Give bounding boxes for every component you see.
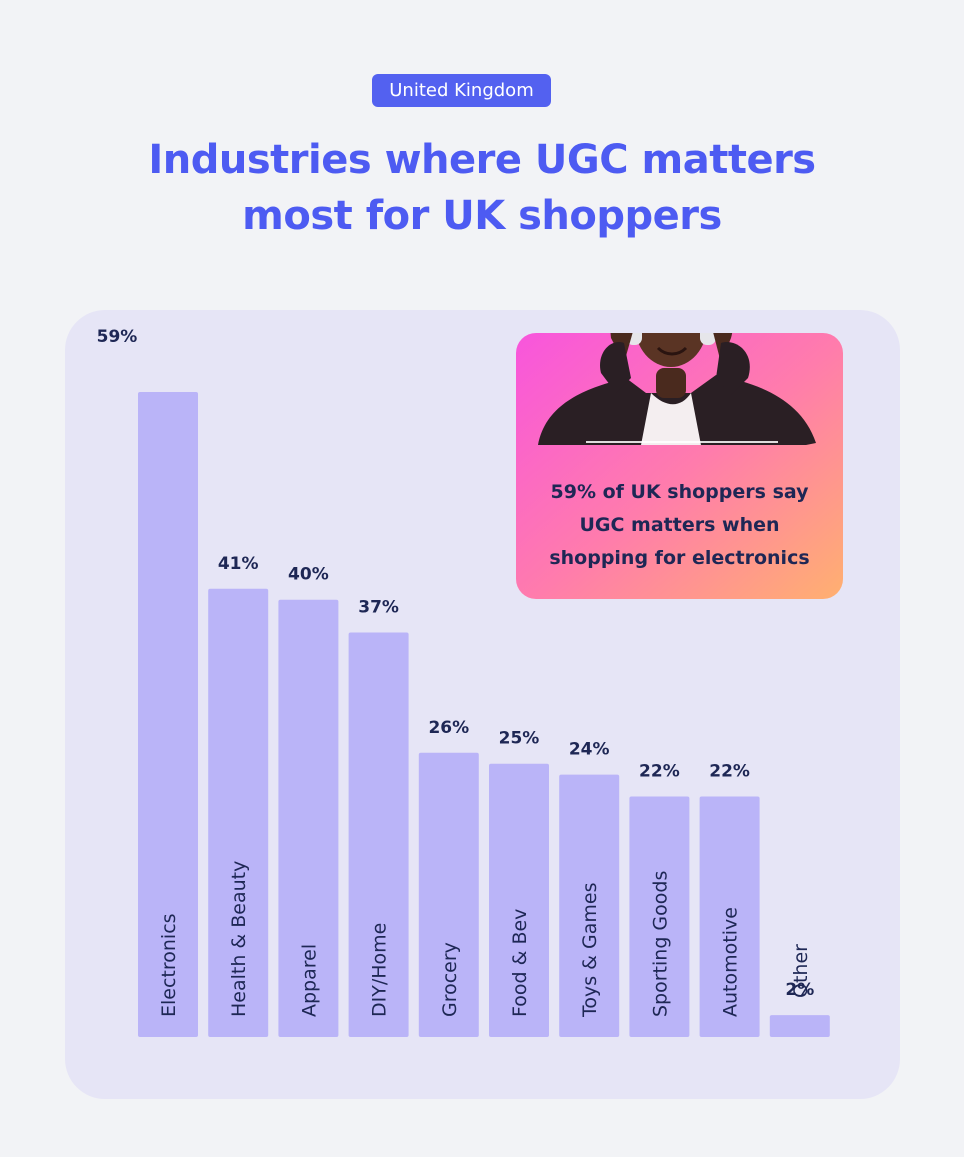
category-label-6: Toys & Games — [579, 882, 601, 1018]
category-label-0: Electronics — [158, 913, 180, 1017]
category-label-4: Grocery — [439, 942, 461, 1017]
bar-7 — [629, 796, 690, 1037]
callout-line-1: 59% of UK shoppers say — [550, 481, 809, 503]
callout-text: 59% of UK shoppers say UGC matters when … — [516, 476, 843, 575]
bar-3 — [348, 632, 409, 1037]
country-badge: United Kingdom — [372, 74, 551, 107]
title-line-1: Industries where UGC matters — [148, 137, 816, 183]
bar-6 — [559, 774, 620, 1037]
category-label-2: Apparel — [298, 944, 320, 1017]
electronics-callout: 59% of UK shoppers say UGC matters when … — [516, 333, 843, 599]
value-label-5: 25% — [499, 729, 540, 749]
category-label-8: Automotive — [720, 907, 742, 1017]
value-label-4: 26% — [428, 718, 469, 738]
value-label-0: 59% — [97, 327, 138, 347]
category-label-3: DIY/Home — [369, 923, 391, 1017]
category-label-5: Food & Bev — [509, 909, 531, 1017]
callout-line-2: UGC matters when — [579, 514, 780, 536]
page-title: Industries where UGC matters most for UK… — [0, 132, 964, 244]
value-label-9: 2% — [785, 980, 814, 1000]
bar-9 — [769, 1015, 830, 1037]
category-label-1: Health & Beauty — [228, 861, 250, 1017]
category-label-7: Sporting Goods — [649, 871, 671, 1017]
value-label-7: 22% — [639, 761, 680, 781]
value-label-2: 40% — [288, 565, 329, 585]
bar-8 — [699, 796, 760, 1037]
callout-line-3: shopping for electronics — [549, 547, 810, 569]
value-label-6: 24% — [569, 740, 610, 760]
category-label-9: Other — [790, 944, 812, 998]
man-with-headphones-photo — [538, 333, 816, 445]
bar-4 — [418, 752, 479, 1037]
bar-2 — [278, 599, 339, 1037]
bar-0 — [138, 392, 198, 1037]
bar-5 — [489, 763, 549, 1037]
title-line-2: most for UK shoppers — [242, 193, 722, 239]
value-label-8: 22% — [709, 761, 750, 781]
value-label-1: 41% — [218, 554, 259, 574]
bar-1 — [208, 588, 269, 1037]
value-label-3: 37% — [358, 598, 399, 618]
